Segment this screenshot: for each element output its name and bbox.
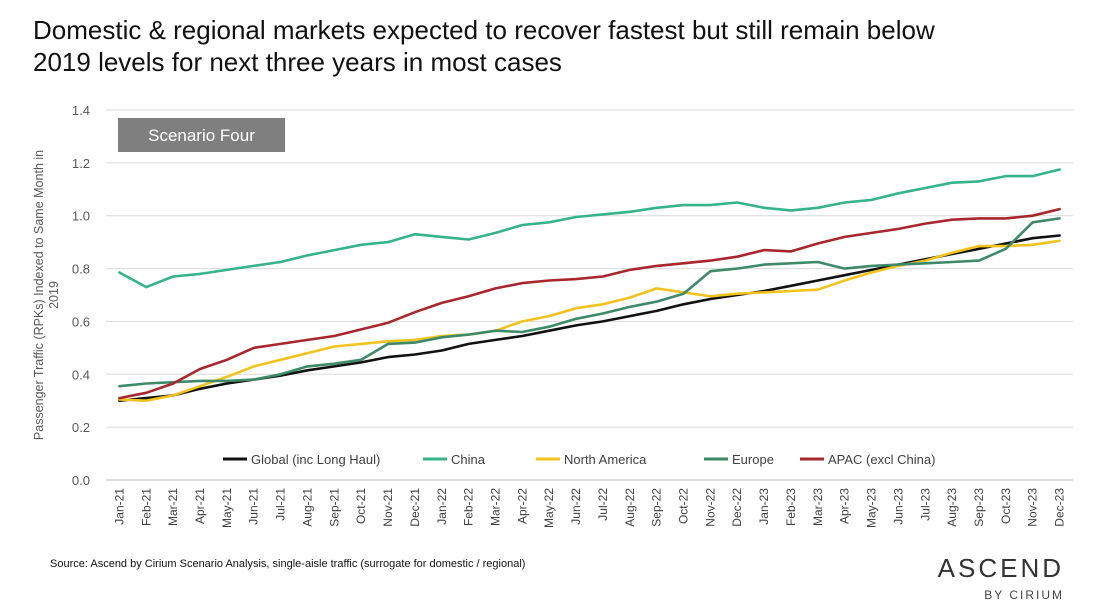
x-tick-label: Aug-23 <box>945 488 959 527</box>
y-tick-label: 0.4 <box>72 367 90 382</box>
x-tick-label: Feb-22 <box>462 488 476 526</box>
series-line-china <box>118 168 1061 289</box>
legend-label: APAC (excl China) <box>828 452 935 467</box>
brand-subtitle: BY CIRIUM <box>984 588 1064 602</box>
x-tick-label: Nov-22 <box>703 488 717 527</box>
x-tick-label: Jun-21 <box>247 488 261 525</box>
y-tick-label: 0.6 <box>72 314 90 329</box>
x-tick-label: Aug-21 <box>300 488 314 527</box>
x-tick-label: Nov-21 <box>381 488 395 527</box>
series-line-europe <box>118 217 1061 388</box>
series-line-global-inc-long-haul <box>118 234 1061 403</box>
x-tick-label: Dec-21 <box>408 488 422 527</box>
y-tick-label: 0.8 <box>72 262 90 277</box>
x-tick-label: Feb-23 <box>784 488 798 526</box>
x-tick-label: Jul-21 <box>274 488 288 521</box>
x-tick-label: Apr-21 <box>193 488 207 524</box>
x-tick-label: May-21 <box>220 488 234 528</box>
x-tick-label: Feb-21 <box>139 488 153 526</box>
y-tick-label: 1.0 <box>72 209 90 224</box>
y-tick-label: 0.2 <box>72 420 90 435</box>
legend-label: China <box>451 452 486 467</box>
series-line-apac-excl-china <box>118 207 1061 400</box>
x-tick-label: May-22 <box>542 488 556 528</box>
scenario-badge-label: Scenario Four <box>148 126 255 145</box>
x-tick-label: Jul-22 <box>596 488 610 521</box>
chart-title: Domestic & regional markets expected to … <box>33 14 1073 78</box>
x-tick-label: Oct-21 <box>354 488 368 524</box>
x-tick-label: Jun-22 <box>569 488 583 525</box>
y-tick-label: 1.4 <box>72 103 90 118</box>
scenario-badge <box>118 118 285 152</box>
x-tick-label: Sep-21 <box>327 488 341 527</box>
y-tick-label: 0.0 <box>72 473 90 488</box>
y-tick-label: 1.2 <box>72 156 90 171</box>
x-tick-label: May-23 <box>865 488 879 528</box>
legend-label: Europe <box>732 452 774 467</box>
x-tick-label: Oct-23 <box>999 488 1013 524</box>
x-tick-label: Oct-22 <box>677 488 691 524</box>
y-axis-label: Passenger Traffic (RPKs) Indexed to Same… <box>32 150 61 440</box>
x-tick-label: Jan-23 <box>757 488 771 525</box>
x-tick-label: Dec-22 <box>730 488 744 527</box>
chart-title-line-1: Domestic & regional markets expected to … <box>33 15 935 45</box>
x-tick-label: Jun-23 <box>891 488 905 525</box>
x-tick-label: Mar-22 <box>488 488 502 526</box>
x-tick-label: Aug-22 <box>623 488 637 527</box>
legend-label: Global (inc Long Haul) <box>251 452 380 467</box>
x-tick-label: Nov-23 <box>1026 488 1040 527</box>
x-tick-label: Sep-23 <box>972 488 986 527</box>
brand-name: ASCEND <box>937 553 1064 583</box>
source-note: Source: Ascend by Cirium Scenario Analys… <box>50 558 526 570</box>
x-tick-label: Jan-22 <box>435 488 449 525</box>
x-tick-label: Mar-21 <box>166 488 180 526</box>
x-tick-label: Apr-22 <box>515 488 529 524</box>
chart-title-line-2: 2019 levels for next three years in most… <box>33 47 562 77</box>
x-tick-label: Sep-22 <box>650 488 664 527</box>
x-tick-label: Jul-23 <box>918 488 932 521</box>
legend-label: North America <box>564 452 647 467</box>
x-tick-label: Jan-21 <box>112 488 126 525</box>
x-tick-label: Mar-23 <box>811 488 825 526</box>
brand-logo: ASCEND BY CIRIUM <box>938 552 1064 602</box>
x-tick-label: Dec-23 <box>1053 488 1067 527</box>
x-tick-label: Apr-23 <box>838 488 852 524</box>
